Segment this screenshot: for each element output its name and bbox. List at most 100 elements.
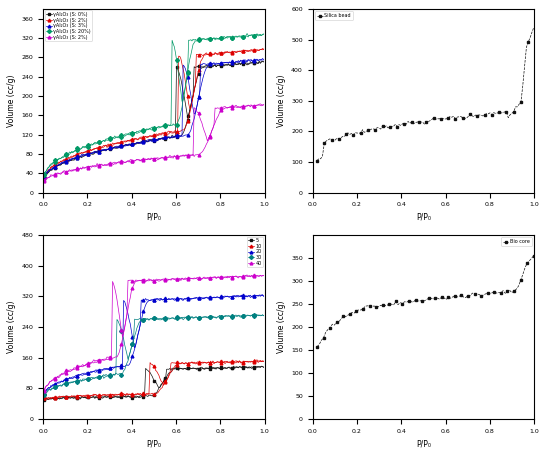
γAl₂O₃ (S: 2%): (0.0647, 59.2): 2%): (0.0647, 59.2) — [54, 162, 61, 167]
5 — [55, 396, 62, 401]
γAl₂O₃ (S: 20%): (0.0448, 61.2): 20%): (0.0448, 61.2) — [50, 160, 56, 166]
Silica bead — [531, 25, 537, 30]
γAl₂O₃ (S: 0%): (0.975, 272): 0%): (0.975, 272) — [256, 59, 263, 64]
30 — [260, 313, 267, 318]
10 — [50, 394, 56, 400]
Legend: γAl₂O₃ (S: 0%), γAl₂O₃ (S: 2%), γAl₂O₃ (S: 3%), γAl₂O₃ (S: 20%), γAl₂O₃ (S: 2%): γAl₂O₃ (S: 0%), γAl₂O₃ (S: 2%), γAl₂O₃ (… — [45, 10, 92, 41]
20 — [99, 367, 106, 373]
Bio core — [513, 287, 519, 292]
γAl₂O₃ (S: 2%): (0.269, 56.6): 2%): (0.269, 56.6) — [99, 162, 106, 168]
40 — [250, 273, 256, 278]
Line: 30: 30 — [43, 313, 265, 395]
Bio core — [531, 253, 537, 258]
40 — [257, 273, 264, 278]
10 — [242, 359, 249, 364]
Line: 10: 10 — [43, 358, 265, 400]
Silica bead — [523, 44, 530, 50]
γAl₂O₃ (S: 0%): (0.945, 270): 0%): (0.945, 270) — [250, 60, 256, 65]
γAl₂O₃ (S: 2%): (0.995, 296): 2%): (0.995, 296) — [260, 47, 267, 52]
40 — [82, 363, 88, 369]
5 — [260, 364, 267, 370]
γAl₂O₃ (S: 2%): (0.0448, 55.2): 2%): (0.0448, 55.2) — [50, 163, 56, 169]
γAl₂O₃ (S: 20%): (0.0647, 67.3): 20%): (0.0647, 67.3) — [54, 157, 61, 163]
X-axis label: P/P₀: P/P₀ — [146, 213, 162, 222]
γAl₂O₃ (S: 3%): (0.269, 86.8): 3%): (0.269, 86.8) — [99, 148, 106, 153]
γAl₂O₃ (S: 3%): (0.995, 275): 3%): (0.995, 275) — [260, 57, 267, 63]
γAl₂O₃ (S: 3%): (0.0448, 50.9): 3%): (0.0448, 50.9) — [50, 165, 56, 171]
5 — [50, 396, 56, 401]
X-axis label: P/P₀: P/P₀ — [416, 439, 431, 448]
Legend: Bio core: Bio core — [501, 238, 532, 246]
10 — [41, 395, 48, 401]
γAl₂O₃ (S: 20%): (0.005, 36.4): 20%): (0.005, 36.4) — [41, 172, 48, 178]
Line: γAl₂O₃ (S: 3%): γAl₂O₃ (S: 3%) — [43, 58, 265, 178]
γAl₂O₃ (S: 2%): (0.0448, 36.4): 2%): (0.0448, 36.4) — [50, 172, 56, 178]
γAl₂O₃ (S: 2%): (0.91, 295): 2%): (0.91, 295) — [241, 47, 248, 53]
γAl₂O₃ (S: 2%): (0.995, 182): 2%): (0.995, 182) — [260, 102, 267, 107]
Legend: 5, 10, 20, 30, 40: 5, 10, 20, 30, 40 — [247, 237, 263, 268]
5 — [51, 397, 57, 402]
5 — [100, 394, 107, 400]
Silica bead — [314, 158, 321, 163]
γAl₂O₃ (S: 0%): (0.995, 270): 0%): (0.995, 270) — [260, 59, 267, 65]
5 — [83, 395, 90, 401]
Line: 5: 5 — [43, 365, 265, 401]
γAl₂O₃ (S: 2%): (0.189, 50.7): 2%): (0.189, 50.7) — [82, 166, 88, 171]
γAl₂O₃ (S: 20%): (0.965, 329): 20%): (0.965, 329) — [254, 31, 260, 36]
Bio core — [314, 344, 321, 349]
Line: 40: 40 — [43, 274, 265, 392]
γAl₂O₃ (S: 3%): (0.91, 271): 3%): (0.91, 271) — [241, 59, 248, 64]
γAl₂O₃ (S: 3%): (0.0647, 55.9): 3%): (0.0647, 55.9) — [54, 163, 61, 168]
Silica bead — [372, 127, 378, 132]
30 — [242, 313, 249, 318]
20 — [250, 293, 256, 299]
Line: 20: 20 — [43, 293, 265, 394]
γAl₂O₃ (S: 0%): (0.269, 86.9): 0%): (0.269, 86.9) — [99, 148, 106, 153]
γAl₂O₃ (S: 0%): (0.189, 78.6): 0%): (0.189, 78.6) — [82, 152, 88, 157]
γAl₂O₃ (S: 3%): (0.945, 271): 3%): (0.945, 271) — [250, 59, 256, 64]
40 — [54, 374, 61, 379]
30 — [54, 384, 61, 389]
20 — [50, 383, 56, 388]
γAl₂O₃ (S: 0%): (0.0647, 55.7): 0%): (0.0647, 55.7) — [54, 163, 61, 168]
γAl₂O₃ (S: 2%): (0.945, 295): 2%): (0.945, 295) — [250, 47, 256, 53]
γAl₂O₃ (S: 2%): (0.189, 84.2): 2%): (0.189, 84.2) — [82, 149, 88, 155]
X-axis label: P/P₀: P/P₀ — [416, 213, 431, 222]
Line: γAl₂O₃ (S: 2%): γAl₂O₃ (S: 2%) — [43, 47, 265, 177]
Silica bead — [485, 111, 491, 116]
10 — [100, 392, 107, 398]
γAl₂O₃ (S: 2%): (0.945, 179): 2%): (0.945, 179) — [250, 103, 256, 109]
20 — [259, 292, 266, 298]
30 — [251, 313, 257, 319]
10 — [83, 394, 90, 399]
γAl₂O₃ (S: 3%): (0.189, 76.5): 3%): (0.189, 76.5) — [82, 153, 88, 158]
10 — [252, 357, 258, 362]
Y-axis label: Volume (cc/g): Volume (cc/g) — [7, 75, 16, 127]
Y-axis label: Volume (cc/g): Volume (cc/g) — [276, 75, 286, 127]
γAl₂O₃ (S: 2%): (0.99, 298): 2%): (0.99, 298) — [259, 46, 266, 51]
γAl₂O₃ (S: 20%): (0.189, 92.6): 20%): (0.189, 92.6) — [82, 145, 88, 151]
30 — [82, 377, 88, 382]
20 — [241, 294, 248, 299]
Line: γAl₂O₃ (S: 20%): γAl₂O₃ (S: 20%) — [43, 32, 265, 177]
γAl₂O₃ (S: 20%): (0.269, 107): 20%): (0.269, 107) — [99, 138, 106, 144]
γAl₂O₃ (S: 0%): (0.91, 267): 0%): (0.91, 267) — [241, 61, 248, 66]
5 — [251, 365, 257, 370]
Bio core — [364, 303, 371, 308]
10 — [251, 359, 257, 364]
Legend: Silica bead: Silica bead — [315, 11, 353, 20]
Bio core — [355, 307, 362, 313]
γAl₂O₃ (S: 0%): (0.0448, 51): 0%): (0.0448, 51) — [50, 165, 56, 171]
40 — [99, 357, 106, 362]
40 — [241, 274, 248, 279]
10 — [260, 359, 267, 364]
Line: γAl₂O₃ (S: 2%): γAl₂O₃ (S: 2%) — [43, 103, 265, 182]
10 — [55, 394, 62, 399]
γAl₂O₃ (S: 20%): (0.995, 328): 20%): (0.995, 328) — [260, 31, 267, 37]
Y-axis label: Volume (cc/g): Volume (cc/g) — [7, 301, 16, 353]
γAl₂O₃ (S: 20%): (0.91, 324): 20%): (0.91, 324) — [241, 34, 248, 39]
Silica bead — [359, 127, 366, 132]
Silica bead — [434, 116, 441, 121]
γAl₂O₃ (S: 3%): (0.965, 276): 3%): (0.965, 276) — [254, 56, 260, 62]
5 — [242, 364, 249, 369]
